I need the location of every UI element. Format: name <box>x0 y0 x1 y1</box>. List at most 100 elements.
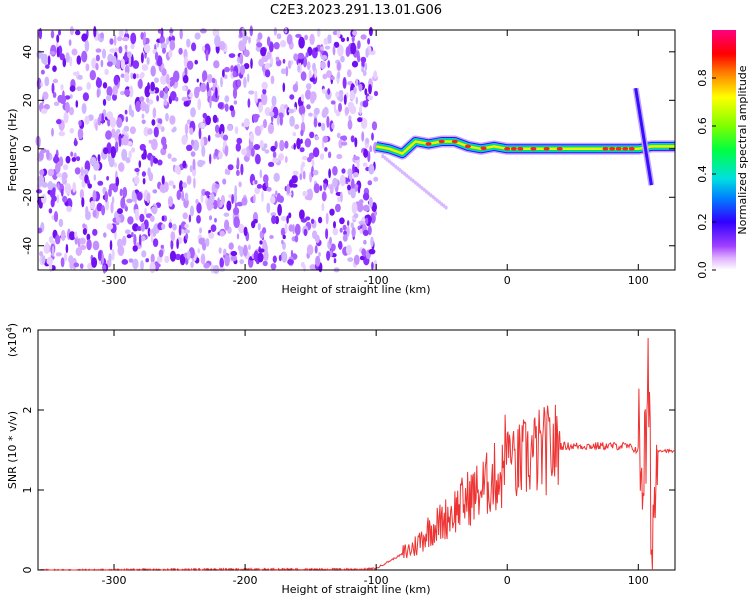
noise-blob <box>313 183 320 194</box>
noise-blob <box>164 255 170 264</box>
noise-blob <box>371 261 374 271</box>
noise-blob <box>227 164 234 171</box>
noise-blob <box>275 56 280 62</box>
noise-blob <box>91 257 98 268</box>
noise-blob <box>236 137 243 145</box>
noise-blob <box>194 32 201 40</box>
hot-spot <box>464 144 471 149</box>
noise-blob <box>337 196 341 203</box>
noise-blob <box>290 249 294 258</box>
noise-blob <box>118 46 123 54</box>
noise-blob <box>143 148 147 160</box>
noise-blob <box>414 180 417 185</box>
noise-blob <box>65 52 70 63</box>
noise-blob <box>124 64 130 75</box>
noise-blob <box>179 28 183 40</box>
noise-blob <box>120 58 126 70</box>
noise-blob <box>232 70 237 78</box>
noise-blob <box>362 204 370 212</box>
noise-blob <box>264 149 270 154</box>
noise-blob <box>319 185 323 192</box>
noise-blob <box>254 187 261 195</box>
noise-blob <box>243 76 247 88</box>
noise-blob <box>184 257 189 265</box>
noise-blob <box>358 199 364 205</box>
noise-blob <box>186 60 194 70</box>
noise-blob <box>165 73 170 85</box>
noise-blob <box>106 176 109 181</box>
noise-blob <box>359 255 365 261</box>
noise-blob <box>56 194 60 204</box>
noise-blob <box>211 77 216 84</box>
noise-blob <box>329 184 334 195</box>
noise-blob <box>262 227 267 234</box>
noise-blob <box>118 162 125 172</box>
noise-blob <box>241 122 245 127</box>
noise-blob <box>95 48 102 53</box>
noise-blob <box>280 40 287 48</box>
noise-blob <box>387 159 391 164</box>
noise-blob <box>339 227 343 233</box>
noise-blob <box>183 229 190 234</box>
snr-y-multiplier-exp: 4 <box>5 327 14 332</box>
noise-blob <box>41 255 46 265</box>
noise-blob <box>290 190 294 198</box>
noise-blob <box>407 175 411 180</box>
noise-blob <box>335 91 340 99</box>
noise-blob <box>341 168 346 174</box>
snr-line <box>38 337 676 572</box>
noise-blob <box>60 84 64 91</box>
noise-blob <box>217 102 224 109</box>
noise-blob <box>151 138 158 151</box>
noise-blob <box>353 156 360 161</box>
noise-blob <box>293 106 297 113</box>
noise-blob <box>61 188 64 197</box>
noise-blob <box>184 223 189 229</box>
noise-blob <box>321 191 327 202</box>
noise-blob <box>143 126 150 137</box>
noise-blob <box>231 194 235 205</box>
noise-blob <box>122 36 129 42</box>
noise-blob <box>248 244 251 251</box>
x-tick-label: 100 <box>628 274 649 287</box>
noise-blob <box>309 33 315 46</box>
noise-blob <box>309 264 317 270</box>
noise-blob <box>130 72 134 80</box>
colorbar: 0.0 0.2 0.4 0.6 0.8 Normalized spectral ampl… <box>696 30 749 279</box>
colorbar-tick-label: 0.8 <box>696 69 709 87</box>
noise-blob <box>132 60 140 69</box>
noise-blob <box>294 124 300 130</box>
noise-blob <box>144 85 151 98</box>
noise-blob <box>143 192 147 197</box>
noise-blob <box>69 26 74 36</box>
noise-blob <box>350 222 354 229</box>
spectrogram-x-ticks: -300 -200 -100 0 100 <box>102 30 649 287</box>
noise-blob <box>41 193 47 204</box>
noise-blob <box>109 117 116 128</box>
noise-blob <box>223 212 230 217</box>
noise-blob <box>288 224 294 232</box>
noise-blob <box>364 62 368 71</box>
noise-blob <box>361 248 367 256</box>
noise-blob <box>324 147 328 152</box>
noise-blob <box>323 179 329 184</box>
noise-blob <box>336 153 343 160</box>
noise-blob <box>348 173 353 180</box>
noise-blob <box>189 165 193 173</box>
noise-blob <box>141 113 145 119</box>
noise-blob <box>236 233 240 240</box>
noise-blob <box>304 34 308 41</box>
noise-blob <box>223 248 227 256</box>
noise-blob <box>208 203 214 209</box>
noise-blob <box>47 55 51 66</box>
noise-blob <box>134 168 140 172</box>
noise-blob <box>154 77 159 83</box>
noise-blob <box>422 187 426 192</box>
noise-blob <box>346 36 349 42</box>
noise-blob <box>305 52 309 58</box>
noise-blob <box>69 127 75 134</box>
noise-blob <box>266 51 272 60</box>
noise-blob <box>287 259 294 265</box>
noise-blob <box>373 259 378 271</box>
noise-blob <box>139 143 146 151</box>
